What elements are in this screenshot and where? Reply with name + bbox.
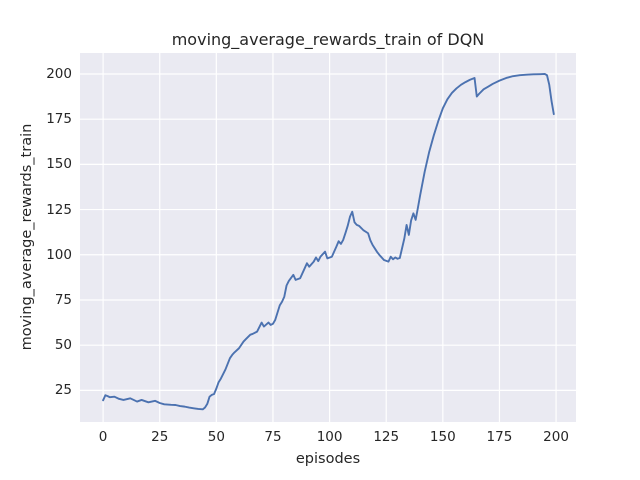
y-tick-label: 125 [46, 201, 72, 218]
plot-background [80, 53, 576, 422]
y-tick-label: 25 [54, 382, 72, 399]
x-tick-label: 0 [98, 429, 108, 445]
y-tick-label: 175 [46, 111, 72, 128]
x-tick-label: 200 [543, 429, 569, 445]
x-tick-label: 150 [429, 429, 456, 445]
x-tick-label: 50 [207, 429, 225, 445]
y-tick-label: 100 [46, 246, 72, 263]
x-tick-label: 125 [373, 429, 400, 445]
y-tick-label: 150 [46, 156, 72, 173]
x-tick-label: 75 [264, 429, 282, 445]
chart-title: moving_average_rewards_train of DQN [171, 30, 485, 49]
x-axis-label: episodes [295, 451, 361, 467]
x-tick-label: 25 [151, 429, 169, 445]
y-tick-label: 200 [46, 65, 72, 82]
reward-line [102, 73, 555, 411]
y-tick-label: 50 [54, 337, 72, 354]
x-tick-label: 100 [316, 429, 343, 445]
y-tick-label: 75 [54, 291, 72, 308]
x-tick-label: 175 [486, 429, 513, 445]
